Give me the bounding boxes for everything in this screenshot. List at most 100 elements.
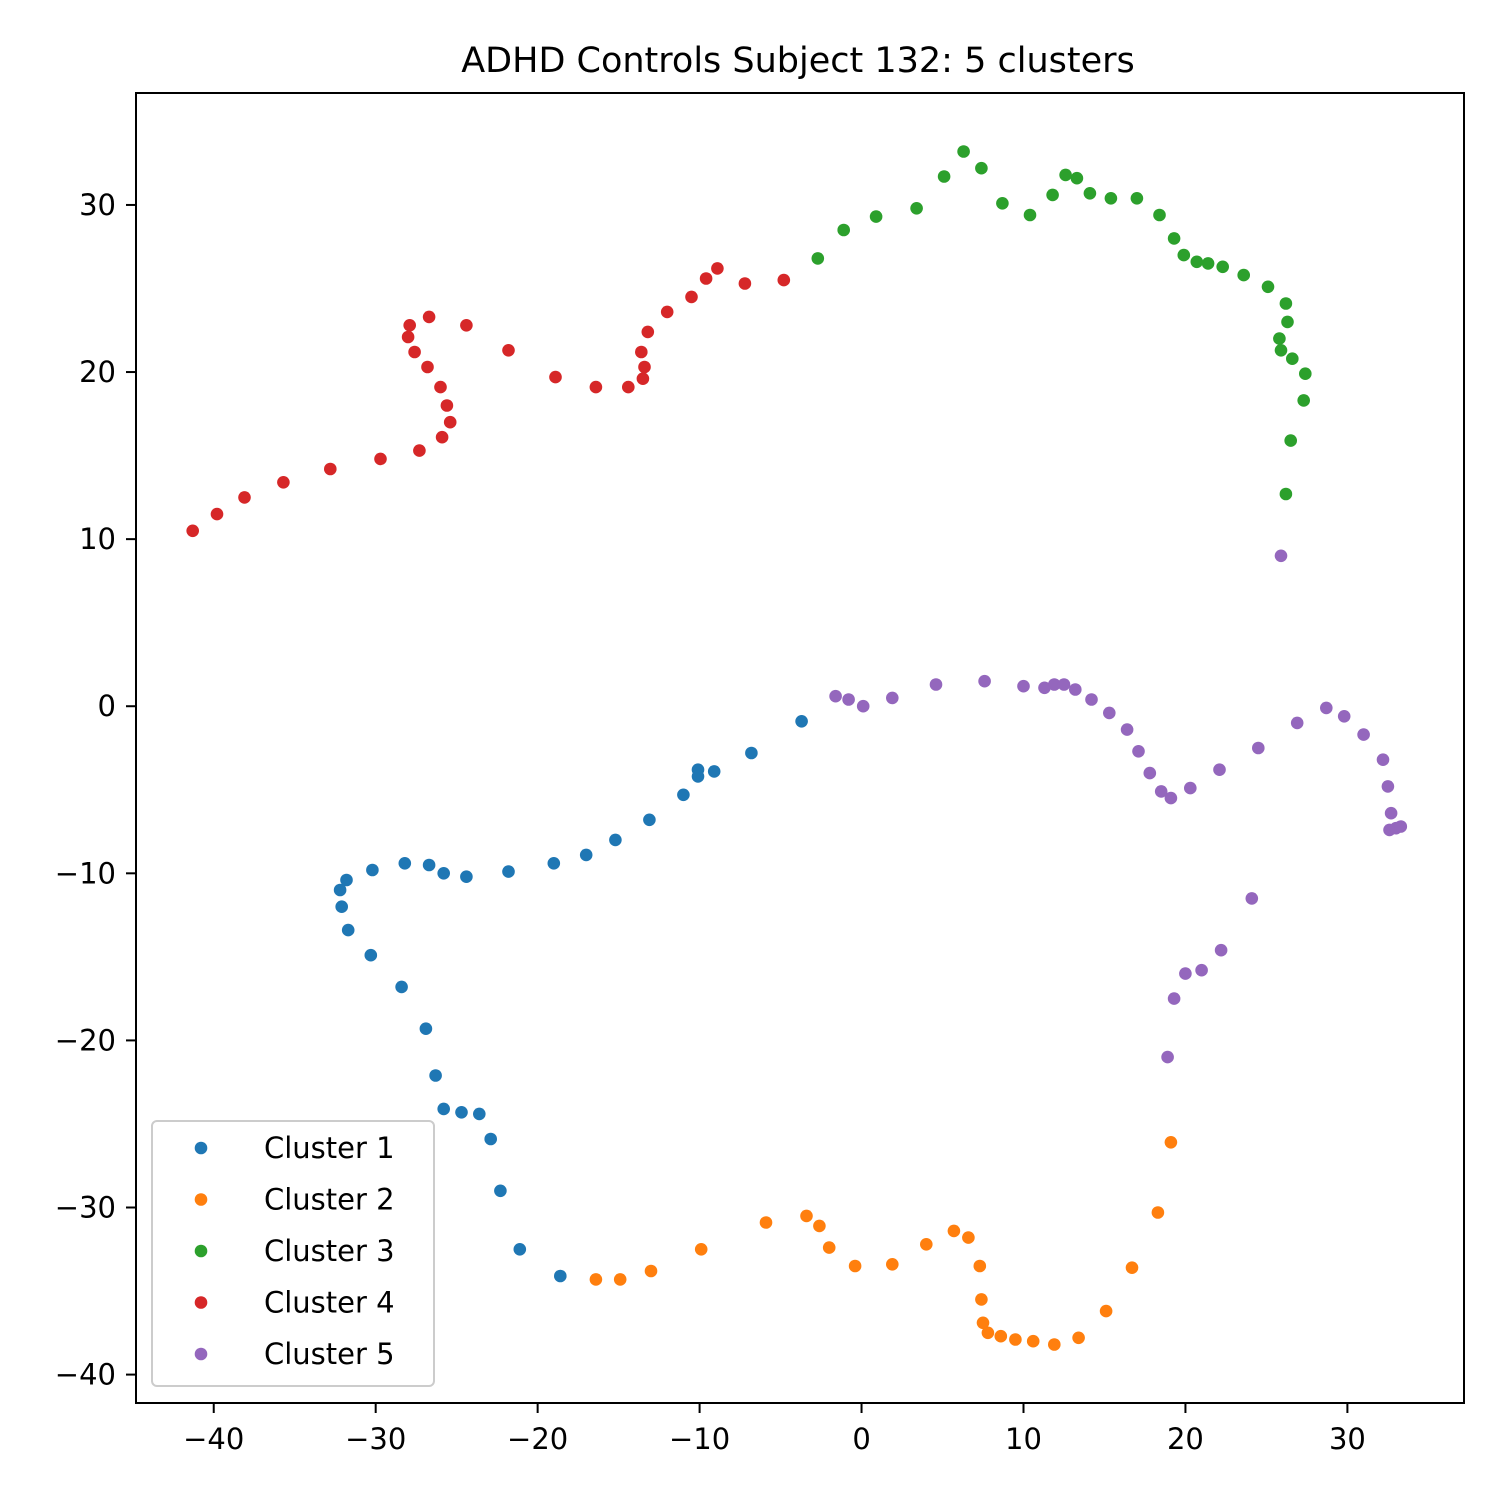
- point-cluster-5-25: [1337, 710, 1351, 723]
- point-cluster-3-25: [1281, 315, 1294, 329]
- y-tick-label: −10: [55, 856, 116, 890]
- point-cluster-5-6: [929, 678, 943, 691]
- point-cluster-2-15: [975, 1293, 988, 1306]
- point-cluster-2-3: [644, 1264, 658, 1278]
- point-cluster-4-20: [589, 380, 603, 394]
- point-cluster-5-8: [1017, 679, 1030, 693]
- point-cluster-5-28: [1381, 780, 1395, 793]
- point-cluster-3-4: [910, 202, 923, 215]
- point-cluster-4-28: [699, 272, 713, 285]
- point-cluster-1-24: [429, 1069, 442, 1082]
- point-cluster-1-16: [366, 863, 379, 877]
- point-cluster-3-1: [811, 252, 825, 265]
- x-tick-label: 20: [1167, 1422, 1204, 1456]
- point-cluster-5-20: [1184, 781, 1197, 795]
- point-cluster-5-24: [1320, 701, 1333, 715]
- point-cluster-5-23: [1290, 716, 1304, 730]
- point-cluster-2-8: [822, 1241, 836, 1254]
- point-cluster-5-36: [1179, 967, 1192, 980]
- point-cluster-4-19: [549, 370, 562, 384]
- point-cluster-3-19: [1190, 255, 1204, 269]
- x-tick-label: −30: [345, 1422, 406, 1456]
- point-cluster-4-1: [186, 524, 199, 538]
- point-cluster-2-12: [947, 1224, 961, 1238]
- point-cluster-1-27: [473, 1107, 486, 1121]
- point-cluster-5-38: [1161, 1050, 1174, 1064]
- legend-marker-cluster-4: [194, 1296, 208, 1309]
- legend: Cluster 1 Cluster 2 Cluster 3 Cluster 4 Clus…: [151, 1120, 435, 1387]
- point-cluster-3-9: [1023, 208, 1037, 222]
- y-tick-label: 10: [79, 522, 116, 556]
- point-cluster-2-26: [1164, 1136, 1178, 1149]
- point-cluster-1-10: [547, 857, 561, 870]
- legend-label-cluster-5: Cluster 5: [264, 1337, 395, 1371]
- point-cluster-5-15: [1120, 723, 1134, 736]
- axes-layer: −40 −30 −20 −10 0 10 20 30 −40 −30 −20 −10 0 10 20 30: [55, 92, 1465, 1456]
- point-cluster-1-6: [677, 788, 690, 802]
- point-cluster-1-14: [422, 858, 436, 872]
- point-cluster-4-3: [238, 491, 251, 504]
- legend-label-cluster-2: Cluster 2: [264, 1183, 395, 1217]
- point-cluster-2-17: [981, 1326, 995, 1340]
- point-cluster-1-13: [437, 867, 451, 880]
- point-cluster-5-10: [1048, 678, 1061, 691]
- y-tick-label: −40: [55, 1358, 116, 1392]
- point-cluster-3-24: [1279, 297, 1293, 310]
- point-cluster-1-17: [340, 873, 353, 887]
- point-cluster-2-1: [589, 1273, 603, 1286]
- point-cluster-3-15: [1130, 192, 1144, 205]
- point-cluster-1-18: [333, 883, 347, 897]
- point-cluster-4-12: [421, 360, 434, 374]
- point-cluster-3-32: [1279, 487, 1293, 501]
- series-cluster-5: [829, 549, 1408, 1064]
- point-cluster-4-27: [685, 290, 698, 304]
- y-tick-label: −30: [55, 1191, 116, 1225]
- point-cluster-5-2: [829, 689, 842, 703]
- point-cluster-5-1: [1274, 549, 1288, 563]
- point-cluster-4-18: [502, 344, 515, 357]
- point-cluster-2-21: [1048, 1338, 1061, 1351]
- point-cluster-4-29: [711, 262, 724, 275]
- point-cluster-1-23: [419, 1022, 433, 1035]
- point-cluster-2-14: [973, 1259, 987, 1273]
- point-cluster-1-3: [707, 765, 721, 778]
- point-cluster-2-24: [1125, 1261, 1139, 1274]
- point-cluster-3-29: [1299, 367, 1312, 381]
- point-cluster-4-2: [210, 507, 224, 521]
- point-cluster-5-11: [1057, 678, 1071, 691]
- point-cluster-2-18: [994, 1329, 1008, 1343]
- point-cluster-1-2: [745, 746, 758, 760]
- point-cluster-5-12: [1069, 683, 1082, 696]
- point-cluster-4-13: [408, 345, 421, 359]
- chart-title: ADHD Controls Subject 132: 5 clusters: [461, 41, 1135, 81]
- point-cluster-3-21: [1216, 260, 1229, 274]
- legend-box: [151, 1120, 435, 1387]
- point-cluster-4-5: [324, 462, 337, 476]
- point-cluster-3-14: [1104, 192, 1118, 205]
- point-cluster-1-29: [494, 1184, 507, 1198]
- point-cluster-4-31: [777, 273, 791, 287]
- point-cluster-2-23: [1099, 1304, 1113, 1318]
- point-cluster-3-16: [1153, 208, 1166, 222]
- point-cluster-4-7: [413, 444, 426, 457]
- point-cluster-2-7: [813, 1219, 826, 1233]
- point-cluster-2-20: [1026, 1334, 1040, 1348]
- point-cluster-3-28: [1286, 352, 1299, 366]
- x-tick-label: 10: [1005, 1422, 1042, 1456]
- point-cluster-5-13: [1085, 693, 1098, 706]
- point-cluster-1-19: [335, 900, 349, 913]
- point-cluster-3-7: [975, 161, 988, 175]
- point-cluster-5-35: [1195, 963, 1208, 977]
- point-cluster-1-8: [609, 833, 622, 847]
- point-cluster-2-22: [1072, 1331, 1085, 1345]
- legend-label-cluster-1: Cluster 1: [264, 1131, 395, 1165]
- point-cluster-4-9: [443, 415, 457, 429]
- plot-frame: [135, 92, 1465, 1404]
- point-cluster-3-31: [1284, 434, 1297, 447]
- legend-marker-cluster-2: [194, 1193, 208, 1206]
- point-cluster-5-16: [1132, 745, 1145, 758]
- points-layer: [186, 145, 1408, 1351]
- point-cluster-4-14: [401, 330, 415, 344]
- point-cluster-5-22: [1252, 741, 1265, 755]
